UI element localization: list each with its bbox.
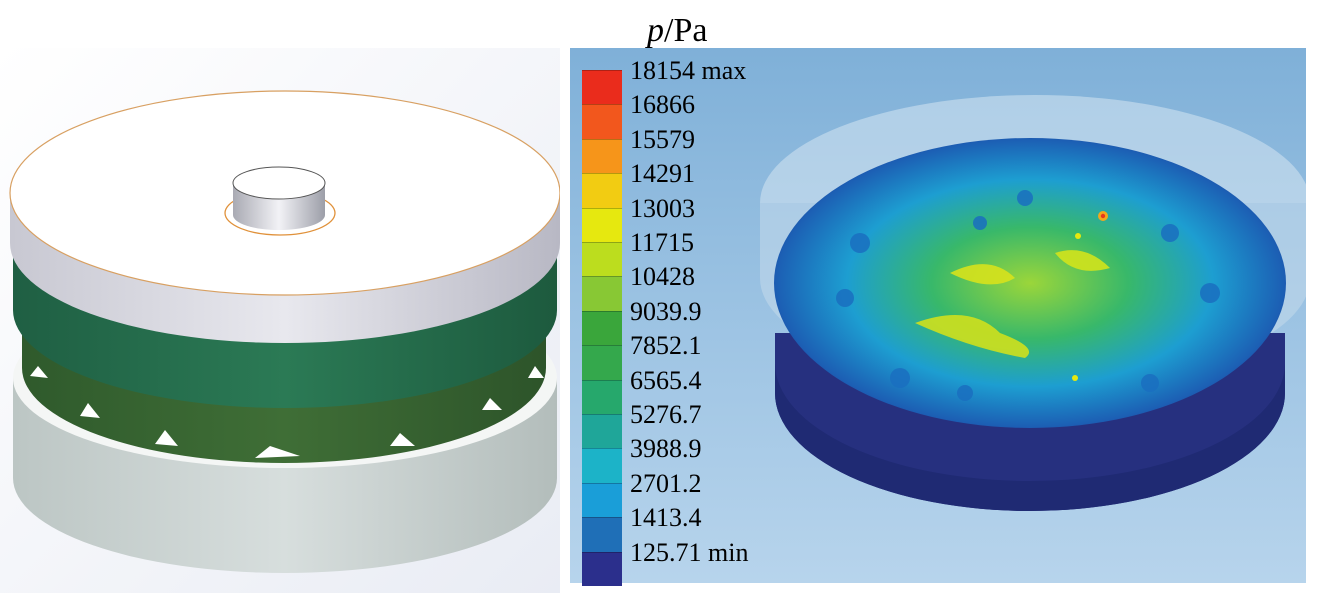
legend-label: 5276.7 [630, 400, 702, 429]
legend-swatch [582, 448, 622, 484]
legend-swatch [582, 207, 622, 243]
legend-label: 7852.1 [630, 331, 702, 361]
legend-swatch [582, 551, 622, 587]
legend-label: 16866 [630, 90, 695, 120]
disk-top-face [774, 138, 1286, 428]
left-3d-model-figure [0, 48, 560, 593]
legend-label: 3988.9 [630, 434, 702, 464]
gap-teeth [30, 366, 544, 458]
legend-label: 13003 [630, 193, 695, 223]
legend-title-variable: p [647, 12, 664, 49]
legend-swatch [582, 414, 622, 449]
legend-title-unit: /Pa [664, 12, 708, 49]
legend-swatch [582, 517, 622, 553]
legend-title: p/Pa [647, 14, 707, 48]
legend-label: 6565.4 [630, 365, 702, 395]
legend-label: 11715 [630, 228, 695, 257]
legend-label: 14291 [630, 159, 695, 189]
legend-swatch [582, 345, 622, 381]
legend-swatch [582, 310, 622, 346]
legend-swatch [582, 379, 622, 415]
low-pressure-spots [836, 190, 1220, 401]
center-stub [224, 166, 336, 236]
legend-label: 18154 max [630, 56, 747, 85]
legend-label: 2701.2 [630, 468, 702, 498]
lower-green-ring [22, 308, 546, 463]
legend-swatch [582, 276, 622, 312]
legend-swatch [582, 173, 622, 209]
legend-swatch [582, 70, 622, 105]
legend-label: 10428 [630, 262, 695, 292]
legend-swatch [582, 104, 622, 140]
legend-swatch [582, 482, 622, 518]
legend-label: 9039.9 [630, 296, 702, 326]
legend-label: 1413.4 [630, 503, 702, 533]
legend-swatch [582, 242, 622, 277]
legend-label: 125.71 min [630, 537, 749, 567]
legend-label: 15579 [630, 124, 695, 154]
pressure-contour-figure [570, 48, 1306, 583]
high-pressure-zones [915, 211, 1110, 381]
legend-swatch [582, 138, 622, 174]
color-legend: 18154 max 16866 15579 14291 13003 11715 10428 9… [582, 56, 782, 587]
